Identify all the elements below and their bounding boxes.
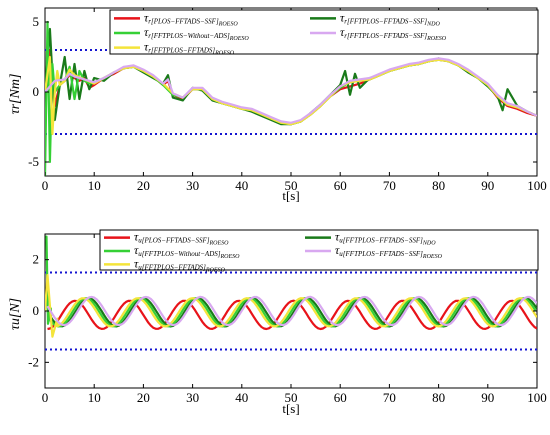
chart-top-tau-r: 0 10 20 30 40 50 60 70 80 90 100 50-5 τr[Nm] t[s] … xyxy=(8,7,547,203)
y-tick-label: 5 xyxy=(33,14,40,29)
legend-entry: τu[PLOS−FFTADS−SSF]ROESO xyxy=(134,230,229,247)
y-tick-label: 0 xyxy=(33,303,40,318)
y-tick-label: 2 xyxy=(33,252,40,267)
x-tick-label: 80 xyxy=(432,178,445,193)
y-tick-label: -2 xyxy=(28,354,39,369)
x-tick-label: 70 xyxy=(383,390,396,405)
legend-top: τr[PLOS−FFTADS−SSF]ROESO τr[FFTPLOS−FFTAD… xyxy=(109,9,539,57)
y-tick-label: 0 xyxy=(33,84,40,99)
x-tick-label: 0 xyxy=(42,390,49,405)
series-line-yellow xyxy=(45,274,537,338)
legend-bottom: τu[PLOS−FFTADS−SSF]ROESO τu[FFTPLOS−FFTAD… xyxy=(99,229,539,273)
x-tick-label: 90 xyxy=(481,178,494,193)
series-line-violet xyxy=(46,295,537,327)
y-axis-label-top: τr[Nm] xyxy=(8,74,23,115)
x-tick-label: 90 xyxy=(481,390,494,405)
legend-entry: τu[FFTPLOS−FFTADS−SSF]NDO xyxy=(335,230,436,247)
x-tick-label: 100 xyxy=(527,390,547,405)
series-group-bottom xyxy=(45,235,537,338)
x-tick-label: 70 xyxy=(383,178,396,193)
x-axis-label-top: t[s] xyxy=(282,188,299,203)
x-tick-label: 0 xyxy=(42,178,49,193)
legend-entry: τu[FFTPLOS−Without−ADS]ROESO xyxy=(134,243,240,260)
series-line-red xyxy=(47,299,537,331)
x-tick-label: 100 xyxy=(527,178,547,193)
x-tick-label: 30 xyxy=(186,390,199,405)
series-group-top xyxy=(45,20,537,176)
legend-entry: τu[FFTPLOS−FFTADS−SSF]ROESO xyxy=(335,243,443,260)
x-tick-label: 30 xyxy=(186,178,199,193)
series-line-darkgreen xyxy=(46,297,537,328)
legend-entry: τr[FFTPLOS−FFTADS−SSF]NDO xyxy=(340,10,440,27)
legend-entry: τr[PLOS−FFTADS−SSF]ROESO xyxy=(144,10,238,27)
x-tick-label: 50 xyxy=(285,390,298,405)
chart-bottom-tau-u: 0 10 20 30 40 50 60 70 80 90 100 20-2 τu[N] t[s] τ… xyxy=(8,229,547,416)
series-line-green xyxy=(45,235,537,328)
x-tick-label: 80 xyxy=(432,390,445,405)
y-axis-label-bottom: τu[N] xyxy=(8,298,23,330)
x-axis-label-bottom: t[s] xyxy=(282,401,299,416)
legend-entry: τr[FFTPLOS−Without−ADS]ROESO xyxy=(144,25,249,42)
x-tick-label: 40 xyxy=(235,178,248,193)
y-ticks-top: 5 0 -5 xyxy=(28,14,537,169)
x-tick-label: 40 xyxy=(235,390,248,405)
x-tick-label: 10 xyxy=(88,390,101,405)
legend-entry: τr[FFTPLOS−FFTADS]ROESO xyxy=(144,40,235,57)
x-tick-label: 60 xyxy=(334,390,347,405)
x-tick-label: 50 xyxy=(285,178,298,193)
x-ticks-top: 0 10 20 30 40 50 60 70 80 90 100 xyxy=(42,8,547,193)
series-line-violet xyxy=(45,57,537,124)
legend-entry: τr[FFTPLOS−FFTADS−SSF]ROESO xyxy=(340,25,447,42)
bound-lines-bottom xyxy=(45,271,537,351)
y-tick-label: -5 xyxy=(28,154,39,169)
x-tick-label: 20 xyxy=(137,178,150,193)
x-tick-label: 60 xyxy=(334,178,347,193)
legend-entry: τu[FFTPLOS−FFTADS]ROESO xyxy=(134,256,226,273)
x-tick-label: 10 xyxy=(88,178,101,193)
x-ticks-bottom: 0 10 20 30 40 50 60 70 80 90 100 xyxy=(42,234,547,405)
x-tick-label: 20 xyxy=(137,390,150,405)
